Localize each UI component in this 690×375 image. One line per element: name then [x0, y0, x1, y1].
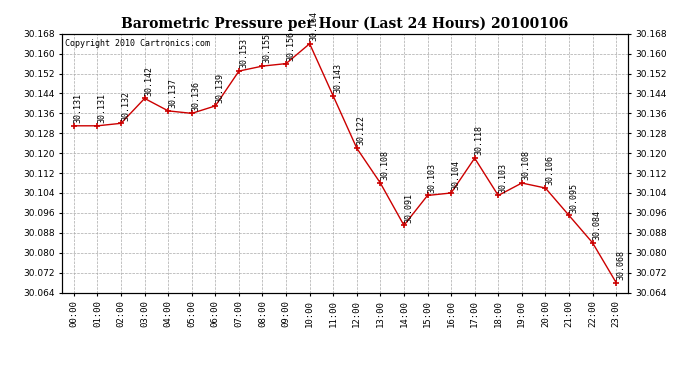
Text: 30.118: 30.118	[475, 125, 484, 155]
Text: 30.139: 30.139	[215, 73, 224, 103]
Text: 30.104: 30.104	[451, 160, 460, 190]
Text: 30.103: 30.103	[428, 163, 437, 193]
Text: 30.108: 30.108	[380, 150, 389, 180]
Text: 30.131: 30.131	[97, 93, 106, 123]
Text: 30.143: 30.143	[333, 63, 342, 93]
Title: Barometric Pressure per Hour (Last 24 Hours) 20100106: Barometric Pressure per Hour (Last 24 Ho…	[121, 17, 569, 31]
Text: 30.108: 30.108	[522, 150, 531, 180]
Text: 30.122: 30.122	[357, 116, 366, 146]
Text: 30.156: 30.156	[286, 31, 295, 61]
Text: 30.137: 30.137	[168, 78, 177, 108]
Text: 30.155: 30.155	[262, 33, 271, 63]
Text: 30.106: 30.106	[545, 155, 554, 185]
Text: 30.131: 30.131	[74, 93, 83, 123]
Text: Copyright 2010 Cartronics.com: Copyright 2010 Cartronics.com	[65, 39, 210, 48]
Text: 30.095: 30.095	[569, 183, 578, 213]
Text: 30.068: 30.068	[616, 250, 625, 280]
Text: 30.091: 30.091	[404, 192, 413, 222]
Text: 30.142: 30.142	[145, 66, 154, 96]
Text: 30.084: 30.084	[593, 210, 602, 240]
Text: 30.164: 30.164	[310, 11, 319, 41]
Text: 30.136: 30.136	[192, 81, 201, 111]
Text: 30.132: 30.132	[121, 90, 130, 120]
Text: 30.153: 30.153	[239, 38, 248, 68]
Text: 30.103: 30.103	[498, 163, 507, 193]
